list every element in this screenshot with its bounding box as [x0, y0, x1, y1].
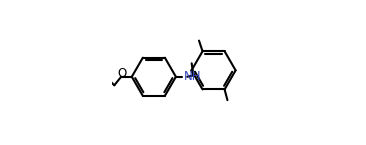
Text: NH: NH — [184, 70, 202, 83]
Text: O: O — [117, 67, 127, 80]
